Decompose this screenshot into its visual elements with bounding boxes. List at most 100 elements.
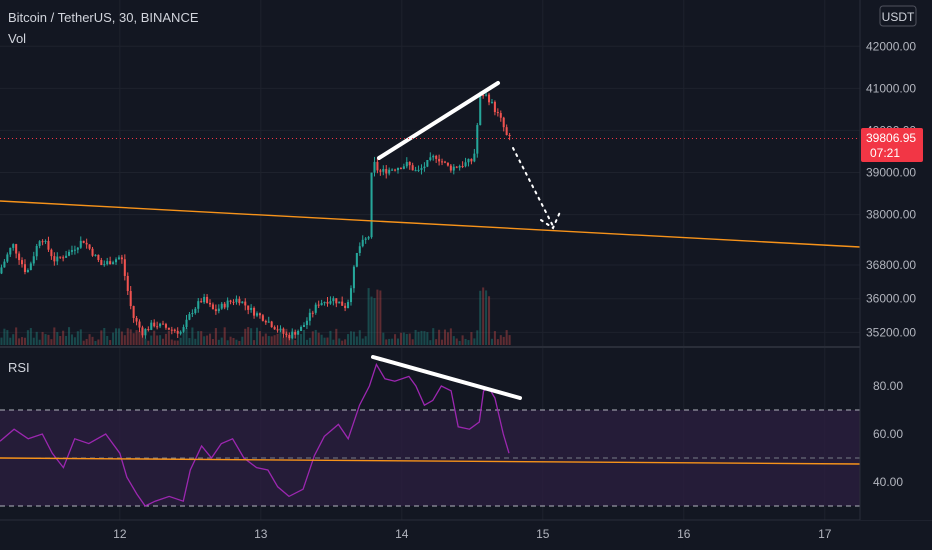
candle-body [73, 249, 76, 251]
candle-body [385, 169, 388, 174]
volume-indicator-label[interactable]: Vol [8, 31, 26, 46]
volume-bar [47, 334, 50, 345]
time-tick-label: 15 [536, 527, 550, 541]
volume-bar [438, 329, 441, 345]
candle-body [402, 166, 405, 169]
candle-body [103, 264, 106, 266]
candle-body [164, 324, 167, 328]
volume-bar [282, 337, 285, 345]
candle-body [208, 302, 212, 305]
volume-bar [349, 331, 353, 345]
dotted-forecast-arrow-line[interactable] [512, 147, 554, 227]
volume-bar [250, 328, 253, 345]
volume-bar [12, 334, 15, 345]
white-rising-wedge-line[interactable] [377, 81, 500, 160]
candle-body [379, 170, 382, 172]
candle-body [399, 167, 402, 169]
currency-badge[interactable]: USDT [879, 5, 917, 27]
volume-bar [499, 335, 502, 345]
volume-bar [226, 340, 229, 345]
volume-bar [214, 328, 217, 345]
candle-body [479, 95, 482, 126]
candle-body [332, 298, 335, 302]
volume-bar [288, 337, 291, 345]
volume-bar [482, 287, 485, 345]
price-axis[interactable] [860, 0, 932, 520]
candle-body [206, 296, 209, 303]
volume-bar [191, 327, 194, 345]
candle-body [226, 300, 229, 308]
candle-body [347, 302, 350, 308]
volume-bar [176, 340, 179, 345]
candle-body [464, 162, 467, 167]
rsi-indicator-label[interactable]: RSI [8, 360, 30, 375]
volume-bar [364, 336, 367, 345]
candle-body [26, 270, 29, 273]
candle-body [82, 240, 85, 243]
candle-body [129, 291, 132, 307]
candle-body [493, 101, 496, 113]
time-tick-label: 14 [395, 527, 409, 541]
candle-body [173, 329, 176, 331]
volume-bar [132, 333, 135, 345]
white-rsi-divergence-line[interactable] [371, 355, 522, 400]
volume-bar [408, 333, 411, 345]
candle-body [394, 169, 397, 171]
candle-body [185, 319, 188, 328]
rsi-axis-ticks: 40.00 60.00 80.00 [873, 379, 903, 489]
annotations[interactable] [0, 81, 861, 465]
volume-bar [167, 330, 170, 345]
candle-body [388, 169, 391, 174]
candle-body [56, 256, 59, 262]
volume-bar [264, 333, 267, 345]
candle-body [405, 161, 408, 167]
symbol-title[interactable]: Bitcoin / TetherUS, 30, BINANCE [8, 10, 199, 25]
volume-bar [50, 339, 53, 345]
volume-bar [164, 333, 167, 345]
volume-bar [396, 338, 400, 345]
volume-bar [135, 330, 138, 345]
candle-body [59, 256, 62, 258]
candle-body [273, 327, 276, 330]
volume-bar [276, 333, 279, 345]
volume-bar [32, 337, 35, 345]
candle-body [176, 330, 179, 334]
candle-body [188, 314, 191, 320]
orange-trendline-price[interactable] [0, 200, 861, 248]
candle-body [112, 262, 115, 265]
volume-bar [417, 331, 420, 345]
volume-bar [361, 338, 364, 345]
candle-body [6, 254, 9, 262]
candle-body [455, 166, 458, 168]
rsi-tick-label: 40.00 [873, 475, 903, 489]
volume-bar [402, 332, 405, 345]
candle-body [238, 298, 241, 304]
candle-body [476, 125, 479, 154]
volume-bar [244, 328, 247, 345]
volume-bar [229, 336, 232, 345]
candle-body [496, 112, 499, 114]
candle-body [126, 275, 129, 292]
candle-body [138, 321, 141, 328]
candle-body [376, 161, 379, 171]
candle-body [499, 113, 502, 118]
volume-bars [0, 287, 511, 345]
orange-trendline-rsi[interactable] [0, 457, 861, 465]
candle-body [276, 329, 279, 331]
volume-bar [332, 339, 335, 345]
candle-body [302, 325, 306, 328]
volume-bar [159, 335, 162, 345]
candle-body [114, 259, 118, 263]
candle-body [135, 317, 138, 322]
volume-bar [452, 336, 455, 345]
dotted-forecast-arrowhead [540, 211, 561, 230]
candle-body [132, 306, 135, 318]
candle-body [370, 172, 373, 238]
candle-body [167, 327, 170, 330]
volume-bar [26, 330, 29, 345]
volume-bar [470, 332, 473, 345]
candle-body [194, 308, 197, 314]
candle-body [232, 301, 235, 303]
candle-body [150, 322, 153, 330]
